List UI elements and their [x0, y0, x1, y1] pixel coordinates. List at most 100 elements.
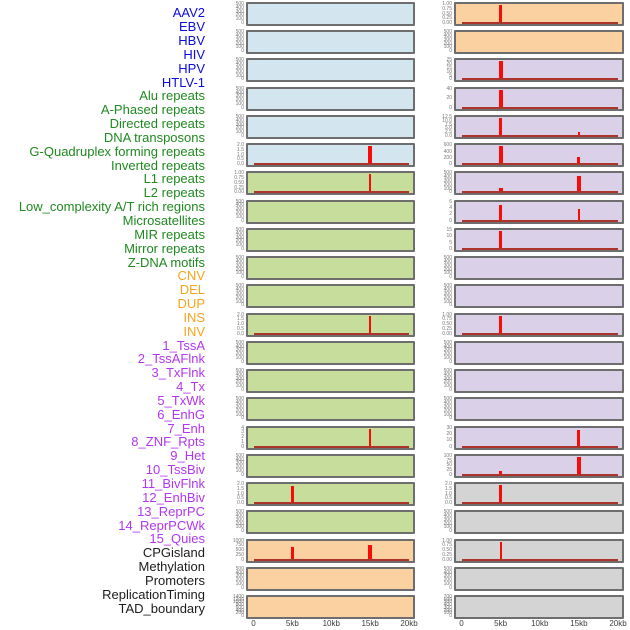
y-tick-label: 400	[443, 258, 452, 265]
y-tick-label: 100	[443, 185, 452, 192]
y-tick-label: 0	[241, 76, 244, 83]
y-tick-label: 300	[443, 347, 452, 354]
x-tick-label: 15kb	[570, 619, 588, 628]
track-label: HTLV-1	[161, 74, 205, 90]
y-tick-label: 400	[235, 607, 244, 614]
signal-baseline	[253, 191, 409, 194]
mini-plot	[246, 510, 415, 535]
peak-spike	[577, 131, 580, 135]
y-tick-label: 2.5	[445, 129, 452, 136]
y-tick-label: 0	[449, 48, 452, 55]
y-tick-label: 0.5	[237, 156, 244, 163]
signal-baseline	[253, 332, 409, 335]
y-tick-label: 400	[235, 400, 244, 407]
y-tick-label: 0	[449, 274, 452, 281]
mini-plot	[246, 369, 415, 394]
track-label: L2 repeats	[143, 185, 205, 201]
track-label: 11_BivFlnk	[141, 476, 205, 492]
track-label: INS	[183, 309, 205, 325]
y-tick-label: 0	[449, 443, 452, 450]
y-tick-label: 15	[446, 226, 452, 233]
y-tick-label: 400	[235, 117, 244, 124]
track-label: EBV	[178, 19, 205, 35]
track-label: HPV	[178, 60, 205, 76]
y-tick-label: 200	[443, 294, 452, 301]
y-tick-label: 0	[449, 76, 452, 83]
y-tick-label: 200	[235, 351, 244, 358]
y-tick-label: 0	[449, 584, 452, 591]
y-tick-label: 300	[443, 178, 452, 185]
y-tick-label: 2.0	[237, 311, 244, 318]
y-tick-label: 2.0	[237, 142, 244, 149]
y-tick-label: 0	[449, 387, 452, 394]
y-tick-label: 500	[443, 170, 452, 177]
y-tick-label: 0	[449, 217, 452, 224]
y-tick-label: 0	[241, 104, 244, 111]
signal-baseline	[461, 558, 618, 561]
peak-spike	[576, 456, 581, 474]
y-tick-label: 1.5	[237, 146, 244, 153]
y-tick-label: 1.0	[237, 490, 244, 497]
y-tick-label: 100	[235, 524, 244, 531]
y-tick-label: 100	[235, 44, 244, 51]
y-tick-label: 0.75	[442, 316, 452, 323]
y-tick-label: 2	[241, 434, 244, 441]
y-tick-label: 0	[241, 556, 244, 563]
y-tick-label: 0.0	[237, 500, 244, 507]
y-tick-label: 100	[235, 383, 244, 390]
y-tick-label: 10	[446, 233, 452, 240]
y-tick-label: 1.00	[442, 311, 452, 318]
peak-spike	[577, 430, 581, 446]
y-tick-label: 400	[443, 371, 452, 378]
peak-spike	[499, 230, 503, 248]
y-tick-label: 200	[235, 12, 244, 19]
y-tick-label: 500	[235, 283, 244, 290]
y-tick-label: 0.5	[445, 495, 452, 502]
mini-plot	[246, 397, 415, 422]
peak-spike	[369, 428, 372, 446]
mini-plot	[454, 369, 624, 394]
y-tick-label: 2.0	[237, 481, 244, 488]
track-label: DNA transposons	[103, 129, 205, 145]
signal-baseline	[461, 219, 618, 222]
y-tick-label: 25	[446, 57, 452, 64]
y-tick-label: 100	[235, 411, 244, 418]
y-tick-label: 200	[443, 407, 452, 414]
y-tick-label: 300	[235, 8, 244, 15]
signal-baseline	[461, 332, 618, 335]
peak-spike	[369, 315, 372, 333]
y-tick-label: 40	[446, 85, 452, 92]
y-tick-label: 0	[241, 245, 244, 252]
y-tick-label: 300	[443, 403, 452, 410]
y-tick-label: 0.00	[442, 556, 452, 563]
y-tick-label: 200	[443, 181, 452, 188]
y-tick-label: 500	[443, 509, 452, 516]
y-tick-label: 400	[235, 89, 244, 96]
y-tick-label: 0.50	[442, 547, 452, 554]
peak-spike	[499, 117, 503, 135]
x-tick-label: 0	[459, 619, 464, 628]
y-tick-label: 5.0	[445, 125, 452, 132]
y-tick-label: 500	[443, 565, 452, 572]
x-tick-label: 15kb	[361, 619, 379, 628]
y-tick-label: 1000	[232, 599, 244, 606]
peak-spike	[499, 471, 503, 474]
y-tick-label: 0.75	[442, 542, 452, 549]
track-label: MIR repeats	[134, 226, 205, 242]
y-tick-label: 500	[235, 565, 244, 572]
x-tick-label: 20kb	[609, 619, 627, 628]
y-tick-label: 750	[235, 542, 244, 549]
y-tick-label: 0	[241, 302, 244, 309]
mini-plot	[454, 510, 624, 535]
track-label: Z-DNA motifs	[127, 254, 205, 270]
y-tick-label: 200	[443, 577, 452, 584]
y-tick-label: 1400	[232, 594, 244, 600]
y-tick-label: 0	[241, 443, 244, 450]
y-tick-label: 400	[235, 287, 244, 294]
signal-baseline	[461, 163, 618, 166]
signal-baseline	[461, 134, 618, 137]
y-tick-label: 15	[446, 65, 452, 72]
y-tick-label: 0	[449, 471, 452, 478]
peak-spike	[499, 204, 503, 220]
x-tick-label: 5kb	[285, 619, 299, 628]
